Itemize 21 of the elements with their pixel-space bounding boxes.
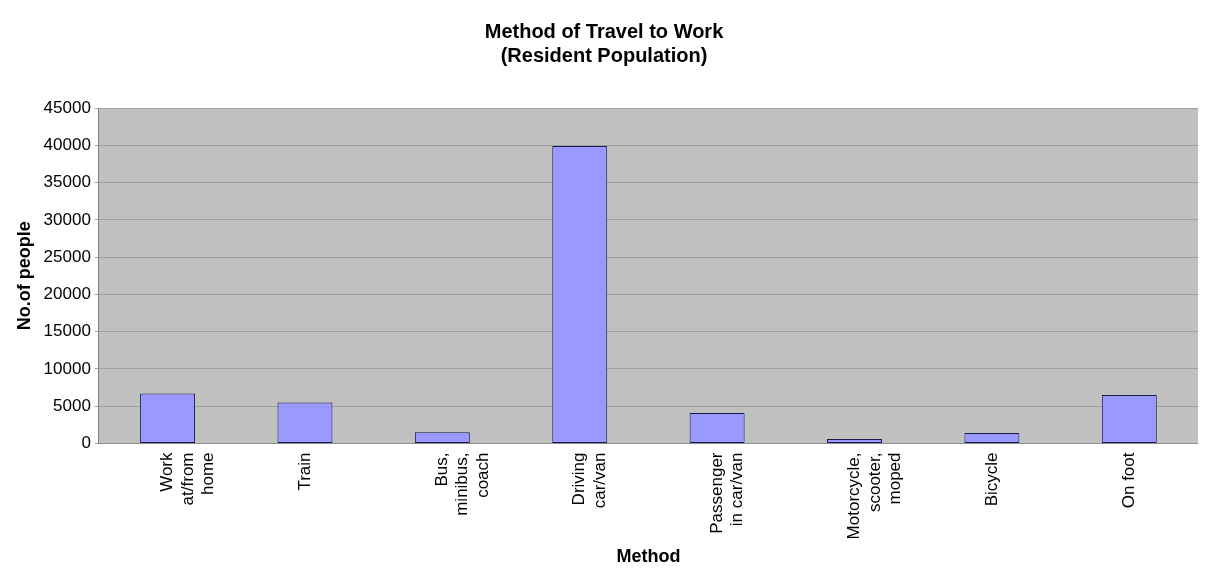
y-tick-label: 35000 <box>43 172 91 192</box>
y-axis-title: No.of people <box>13 221 34 331</box>
x-tick-label: Driving car/van <box>569 452 609 509</box>
x-tick-label: Bicycle <box>981 452 1001 507</box>
x-tick-label: Motorcycle, scooter, moped <box>844 452 905 540</box>
y-tick-label: 15000 <box>43 321 91 341</box>
y-tick-label: 30000 <box>43 209 91 229</box>
x-tick-label: Train <box>294 452 314 491</box>
x-tick-label: Bus, minibus, coach <box>432 452 492 516</box>
x-tick-label: On foot <box>1118 452 1138 509</box>
y-tick-label: 45000 <box>43 97 91 117</box>
y-tick-label: 40000 <box>43 134 91 154</box>
y-tick-label: 0 <box>81 433 91 453</box>
y-tick-label: 25000 <box>43 246 91 266</box>
x-axis-title: Method <box>616 546 681 567</box>
y-tick-label: 10000 <box>43 358 91 378</box>
y-tick-label: 5000 <box>53 395 91 415</box>
y-tick-label: 20000 <box>43 284 91 304</box>
x-tick-label: Work at/from home <box>157 452 218 506</box>
x-tick-label: Passenger in car/van <box>706 452 747 534</box>
chart-title: Method of Travel to Work (Resident Population) <box>484 19 725 66</box>
